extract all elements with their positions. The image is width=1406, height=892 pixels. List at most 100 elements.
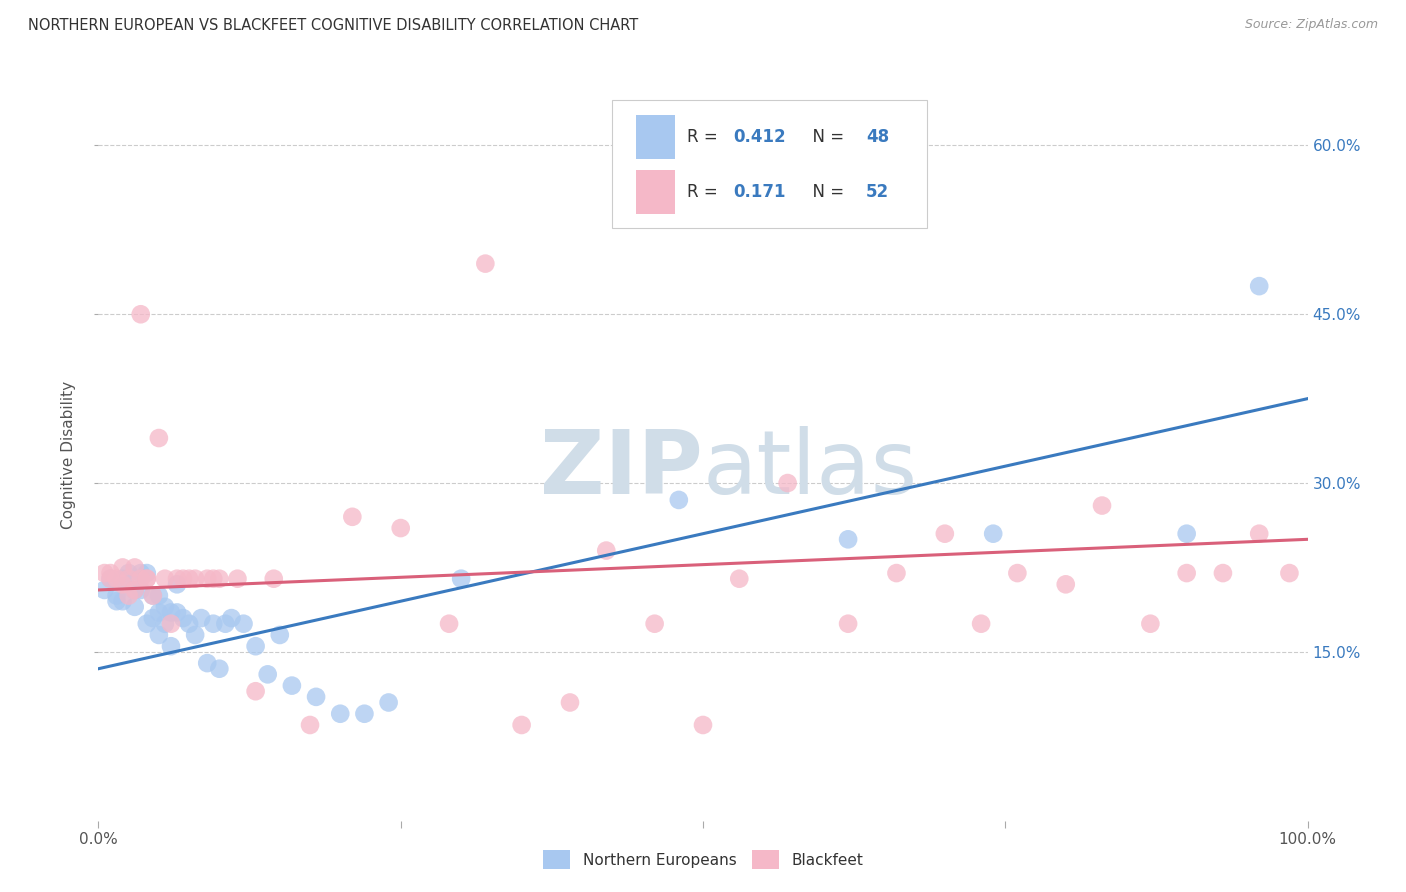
FancyBboxPatch shape — [637, 115, 675, 159]
Point — [214, 616, 236, 631]
Point — [558, 696, 581, 710]
Point — [129, 566, 152, 580]
Point — [1007, 566, 1029, 580]
Point — [142, 589, 165, 603]
Point — [1249, 526, 1271, 541]
Point — [105, 589, 128, 603]
Point — [179, 572, 201, 586]
Point — [1054, 577, 1077, 591]
Point — [142, 611, 165, 625]
Point — [124, 582, 146, 597]
Point — [644, 616, 666, 631]
Y-axis label: Cognitive Disability: Cognitive Disability — [60, 381, 76, 529]
Point — [100, 566, 122, 580]
Point — [202, 572, 225, 586]
Point — [692, 718, 714, 732]
FancyBboxPatch shape — [613, 100, 927, 228]
Point — [111, 572, 134, 586]
Text: R =: R = — [688, 183, 728, 201]
Point — [329, 706, 352, 721]
Point — [129, 582, 152, 597]
Point — [1249, 279, 1271, 293]
Point — [353, 706, 375, 721]
Point — [221, 611, 243, 625]
Point — [342, 509, 364, 524]
Point — [299, 718, 322, 732]
Point — [129, 307, 152, 321]
Point — [668, 492, 690, 507]
Point — [269, 628, 291, 642]
Point — [208, 662, 231, 676]
Point — [886, 566, 908, 580]
Point — [1175, 526, 1198, 541]
Point — [776, 476, 799, 491]
Point — [135, 566, 157, 580]
Point — [105, 594, 128, 608]
Point — [111, 560, 134, 574]
Point — [153, 616, 176, 631]
Point — [135, 616, 157, 631]
Point — [111, 577, 134, 591]
Point — [728, 572, 751, 586]
Point — [118, 572, 141, 586]
Point — [245, 639, 267, 653]
Text: NORTHERN EUROPEAN VS BLACKFEET COGNITIVE DISABILITY CORRELATION CHART: NORTHERN EUROPEAN VS BLACKFEET COGNITIVE… — [28, 18, 638, 33]
Point — [160, 616, 183, 631]
Point — [93, 582, 115, 597]
Point — [263, 572, 285, 586]
Point — [837, 533, 859, 547]
Point — [1175, 566, 1198, 580]
Point — [172, 572, 194, 586]
Point — [148, 431, 170, 445]
Point — [93, 566, 115, 580]
Point — [474, 257, 496, 271]
Point — [100, 572, 122, 586]
FancyBboxPatch shape — [637, 169, 675, 213]
Point — [208, 572, 231, 586]
Legend: Northern Europeans, Blackfeet: Northern Europeans, Blackfeet — [537, 845, 869, 875]
Text: 52: 52 — [866, 183, 890, 201]
Point — [245, 684, 267, 698]
Point — [124, 560, 146, 574]
Point — [450, 572, 472, 586]
Point — [118, 589, 141, 603]
Point — [232, 616, 254, 631]
Point — [105, 572, 128, 586]
Text: ZIP: ZIP — [540, 426, 703, 513]
Text: N =: N = — [803, 128, 849, 145]
Point — [166, 572, 188, 586]
Point — [166, 606, 188, 620]
Point — [1139, 616, 1161, 631]
Point — [148, 628, 170, 642]
Point — [377, 696, 399, 710]
Text: 0.171: 0.171 — [734, 183, 786, 201]
Point — [595, 543, 617, 558]
Point — [100, 572, 122, 586]
Point — [124, 582, 146, 597]
Point — [148, 589, 170, 603]
Point — [437, 616, 460, 631]
Point — [510, 718, 533, 732]
Point — [148, 606, 170, 620]
Point — [226, 572, 249, 586]
Point — [172, 611, 194, 625]
Point — [124, 599, 146, 614]
Point — [202, 616, 225, 631]
Point — [837, 616, 859, 631]
Point — [1278, 566, 1301, 580]
Point — [305, 690, 328, 704]
Point — [1212, 566, 1234, 580]
Point — [1091, 499, 1114, 513]
Point — [153, 599, 176, 614]
Text: R =: R = — [688, 128, 723, 145]
Point — [934, 526, 956, 541]
Point — [179, 616, 201, 631]
Text: 48: 48 — [866, 128, 890, 145]
Point — [135, 572, 157, 586]
Point — [184, 572, 207, 586]
Point — [160, 606, 183, 620]
Point — [389, 521, 412, 535]
Point — [118, 566, 141, 580]
Point — [129, 572, 152, 586]
Point — [135, 572, 157, 586]
